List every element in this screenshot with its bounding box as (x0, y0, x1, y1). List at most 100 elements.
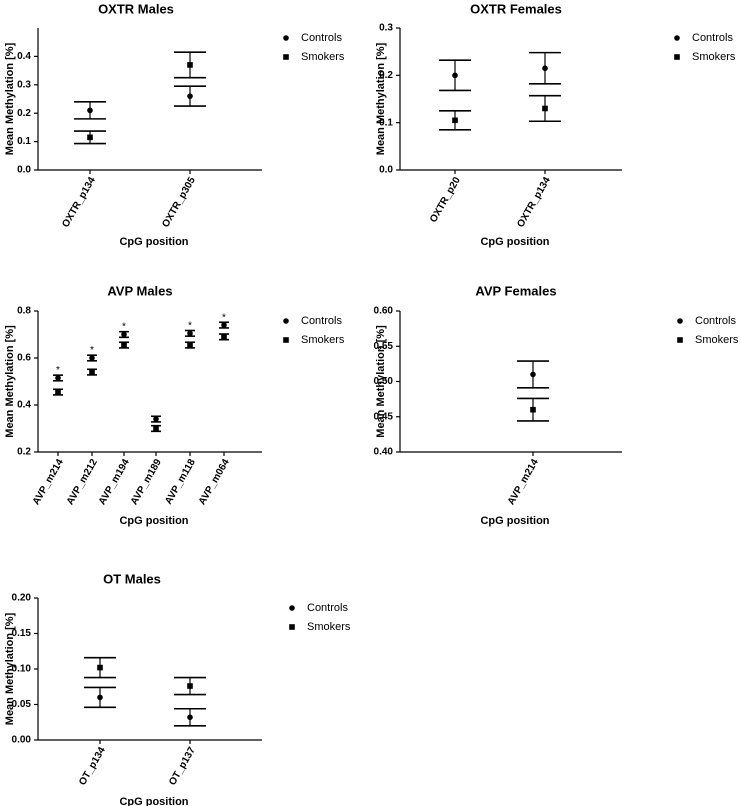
legend-marker-smokers (677, 337, 683, 343)
chart-title: AVP Females (475, 283, 556, 298)
legend-marker-smokers (283, 337, 289, 343)
y-tick-label: 0.55 (374, 341, 394, 352)
data-point-smokers (121, 342, 127, 348)
legend-label-smokers: Smokers (692, 51, 736, 63)
x-tick-label: OXTR_p134 (515, 175, 553, 229)
legend-label-smokers: Smokers (301, 51, 345, 63)
data-point-controls (89, 355, 95, 361)
x-tick-label: OT_p134 (77, 745, 108, 787)
y-axis-label: Mean Methylation [%] (375, 325, 387, 438)
x-tick-label: AVP_m212 (65, 457, 100, 507)
x-axis-label: CpG position (480, 236, 549, 248)
x-tick-label: AVP_m064 (197, 457, 232, 507)
legend-label-controls: Controls (692, 32, 733, 44)
x-tick-label: AVP_m189 (129, 457, 164, 507)
y-tick-label: 0.60 (374, 306, 394, 317)
data-point-controls (153, 416, 159, 422)
legend-marker-controls (283, 35, 289, 41)
y-tick-label: 0.2 (17, 447, 31, 458)
legend-label-smokers: Smokers (301, 334, 345, 346)
y-tick-label: 0.50 (374, 376, 394, 387)
x-axis-label: CpG position (480, 515, 549, 527)
significance-star: * (122, 322, 126, 333)
y-tick-label: 0.00 (12, 735, 32, 746)
legend-label-controls: Controls (301, 32, 342, 44)
y-axis-label: Mean Methylation [%] (4, 42, 16, 155)
chart-ot-males: OT Males 0.00 0.05 0.10 0.15 0.20 Mean Methyla… (4, 571, 351, 806)
chart-title: OXTR Females (470, 1, 562, 16)
data-point-controls (221, 322, 227, 328)
legend-marker-controls (677, 318, 683, 324)
x-tick-label: AVP_m194 (97, 457, 132, 507)
chart-title: AVP Males (107, 283, 172, 298)
legend-marker-smokers (283, 54, 289, 60)
x-tick-label: AVP_m118 (163, 457, 198, 507)
y-tick-label: 0.8 (17, 306, 31, 317)
y-axis-label: Mean Methylation [%] (375, 42, 387, 155)
y-tick-label: 0.3 (17, 79, 31, 90)
y-tick-label: 0.4 (17, 51, 31, 62)
data-point-smokers (221, 334, 227, 340)
legend-label-controls: Controls (695, 315, 736, 327)
y-tick-label: 0.3 (379, 23, 393, 34)
data-point-smokers (97, 664, 103, 671)
y-tick-label: 0.05 (12, 699, 32, 710)
x-tick-label: AVP_m214 (506, 457, 541, 507)
data-point-controls (187, 714, 193, 721)
chart-title: OXTR Males (98, 1, 174, 16)
y-tick-label: 0.1 (379, 117, 393, 128)
data-point-controls (452, 72, 458, 79)
x-axis-label: CpG position (119, 236, 188, 248)
data-point-controls (55, 375, 61, 381)
x-tick-label: OXTR_p134 (60, 175, 98, 229)
y-tick-label: 0.0 (17, 165, 31, 176)
data-point-smokers (530, 406, 536, 413)
y-tick-label: 0.2 (379, 70, 393, 81)
significance-star: * (90, 345, 94, 356)
legend-label-controls: Controls (307, 602, 348, 614)
data-point-controls (187, 330, 193, 337)
y-tick-label: 0.15 (12, 628, 32, 639)
data-point-controls (187, 93, 193, 99)
data-point-controls (530, 371, 536, 378)
chart-title: OT Males (103, 571, 161, 586)
y-tick-label: 0.45 (374, 411, 394, 422)
y-tick-label: 0.10 (12, 664, 32, 675)
chart-avp-females: AVP Females 0.40 0.45 0.50 0.55 0.60 Mean Meth… (374, 283, 739, 526)
y-axis-label: Mean Methylation [%] (4, 612, 16, 725)
x-tick-label: AVP_m214 (31, 457, 66, 507)
data-point-smokers (55, 389, 61, 395)
legend-marker-smokers (674, 54, 680, 60)
data-point-smokers (187, 683, 193, 689)
y-tick-label: 0.1 (17, 136, 31, 147)
data-point-smokers (153, 425, 159, 432)
y-tick-label: 0.4 (17, 400, 31, 411)
significance-star: * (222, 312, 226, 323)
y-tick-label: 0.20 (12, 593, 32, 604)
legend-label-smokers: Smokers (307, 621, 351, 633)
data-point-smokers (187, 62, 193, 68)
legend-marker-controls (289, 605, 295, 611)
legend-marker-controls (283, 318, 289, 324)
data-point-smokers (187, 342, 193, 348)
y-tick-label: 0.6 (17, 353, 31, 364)
y-tick-label: 0.40 (374, 447, 394, 458)
y-tick-label: 0.0 (379, 165, 393, 176)
legend-marker-smokers (289, 624, 295, 630)
data-point-smokers (89, 369, 95, 375)
legend-marker-controls (674, 35, 680, 41)
x-tick-label: OT_p137 (167, 745, 198, 787)
x-axis-label: CpG position (119, 515, 188, 527)
significance-star: * (56, 365, 60, 376)
chart-oxtr-females: OXTR Females 0.0 0.1 0.2 0.3 Mean Methylation… (375, 1, 736, 247)
data-point-controls (542, 65, 548, 72)
data-point-controls (87, 107, 93, 114)
x-tick-label: OXTR_p20 (428, 175, 463, 225)
data-point-controls (121, 331, 127, 338)
legend-label-smokers: Smokers (695, 334, 739, 346)
data-point-controls (97, 694, 103, 701)
data-point-smokers (87, 134, 93, 141)
